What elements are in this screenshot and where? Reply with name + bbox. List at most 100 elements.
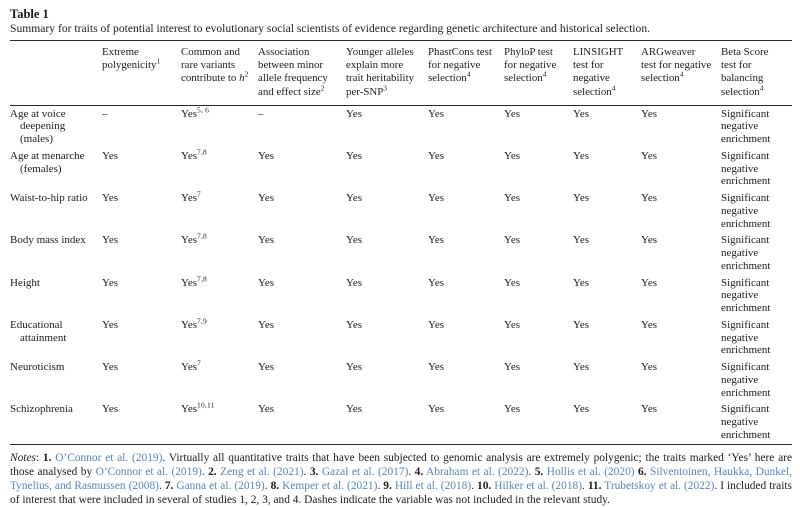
value-cell: Yes [573, 149, 590, 162]
table-row: Body mass index Yes Yes7,8 Yes Yes Yes Yes Yes Y… [10, 232, 792, 274]
value-cell: Yes [102, 234, 119, 247]
value-cell: Yes [573, 234, 590, 247]
value-cell: Yes [641, 107, 658, 120]
footnote-marker: 10,11 [197, 400, 215, 410]
value-cell: Yes10,11 [181, 400, 215, 416]
value-cell: – [102, 107, 108, 120]
citation-link[interactable]: Zeng et al. (2021) [220, 465, 304, 478]
citation-link[interactable]: O’Connor et al. (2019) [55, 451, 163, 464]
value-cell: Yes7,8 [181, 231, 207, 247]
value-cell: Yes [504, 403, 521, 416]
value-cell: Yes [346, 192, 363, 205]
column-header-extreme-polygenicity: Extreme polygenicity1 [102, 40, 181, 106]
traits-evidence-table: Extreme polygenicity1 Common and rare var… [10, 40, 792, 445]
citation-link[interactable]: Hilker et al. (2018) [494, 479, 583, 492]
value-cell: Significant negative enrichment [721, 149, 771, 188]
value-cell: – [258, 107, 264, 120]
value-cell: Yes [428, 107, 445, 120]
table-row: Age at voice deepening (males) – Yes 5, 6 – Y… [10, 105, 792, 148]
table-row: Waist-to-hip ratio Yes Yes7 Yes Yes Yes Yes Yes… [10, 190, 792, 232]
value-cell: Yes [258, 234, 275, 247]
footnote-marker: 7,9 [197, 316, 207, 326]
note-number: 1. [42, 451, 52, 464]
value-cell: Yes [102, 318, 119, 331]
trait-name: Age at voice deepening (males) [10, 107, 66, 146]
table-body: Age at voice deepening (males) – Yes 5, 6 – Y… [10, 105, 792, 444]
value-cell: Yes [504, 361, 521, 374]
citation-link[interactable]: Hill et al. (2018) [394, 479, 472, 492]
note-number: 7. [164, 479, 174, 492]
table-row: Neuroticism Yes Yes7 Yes Yes Yes Yes Yes Yes Sign… [10, 359, 792, 401]
note-number: 4. [414, 465, 424, 478]
value-cell: Yes [258, 276, 275, 289]
footnote-marker: 7 [197, 189, 201, 199]
footnote-marker: 4 [679, 69, 684, 79]
citation-link[interactable]: Abraham et al. (2022) [426, 465, 529, 478]
footnote-marker: 7 [197, 358, 201, 368]
value-cell: Yes [641, 234, 658, 247]
value-cell: Yes [346, 403, 363, 416]
value-cell: Yes7,8 [181, 273, 207, 289]
note-number: 11. [587, 479, 602, 492]
table-row: Age at menarche (females) Yes Yes7,8 Yes Yes… [10, 148, 792, 190]
trait-name: Height [10, 276, 40, 289]
value-cell: Yes [102, 149, 119, 162]
note-number: 8. [270, 479, 280, 492]
footnote-marker: 3 [383, 82, 388, 92]
value-cell: Yes [346, 149, 363, 162]
value-cell: Yes [504, 318, 521, 331]
value-cell: Yes [258, 361, 275, 374]
value-cell: Yes [428, 149, 445, 162]
footnote-marker: 1 [156, 56, 161, 66]
value-cell: Yes [428, 234, 445, 247]
value-cell: Yes [641, 276, 658, 289]
trait-name: Waist-to-hip ratio [10, 192, 88, 205]
citation-link[interactable]: Hollis et al. (2020) [546, 465, 635, 478]
footnote-marker: 7,8 [197, 147, 207, 157]
value-cell: Significant negative enrichment [721, 276, 771, 315]
note-number: 3. [309, 465, 319, 478]
table-label: Table 1 [10, 7, 49, 21]
trait-name: Schizophrenia [10, 403, 73, 416]
column-header-phastcons: PhastCons test for negative selection4 [428, 40, 504, 106]
column-header-younger-alleles: Younger alleles explain more trait herit… [346, 40, 428, 106]
value-cell: Yes [641, 403, 658, 416]
citation-link[interactable]: Ganna et al. (2019) [176, 479, 265, 492]
table-row: Schizophrenia Yes Yes10,11 Yes Yes Yes Yes Yes Y… [10, 401, 792, 444]
column-header-common-rare-variants: Common and rare variants contribute to h… [181, 40, 258, 106]
note-number: 9. [383, 479, 392, 492]
value-cell: Significant negative enrichment [721, 318, 771, 357]
citation-link[interactable]: Gazal et al. (2017) [321, 465, 409, 478]
table-row: Height Yes Yes7,8 Yes Yes Yes Yes Yes Yes Signifi… [10, 275, 792, 317]
footnote-marker: 5, 6 [197, 104, 210, 114]
note-number: 5. [534, 465, 544, 478]
value-cell: Yes [346, 107, 363, 120]
value-cell: Yes7 [181, 358, 201, 374]
value-cell: Yes [641, 361, 658, 374]
value-cell: Yes [258, 149, 275, 162]
trait-name: Body mass index [10, 234, 86, 247]
value-cell: Yes [258, 403, 275, 416]
table-caption: Summary for traits of potential interest… [10, 22, 651, 36]
table-header: Extreme polygenicity1 Common and rare var… [10, 40, 792, 106]
value-cell: Yes [428, 276, 445, 289]
column-header-phylop: PhyloP test for negative selection4 [504, 40, 573, 106]
value-cell: Yes [504, 192, 521, 205]
footnote-marker: 2 [320, 82, 325, 92]
footnote-marker: 4 [542, 69, 547, 79]
value-cell: Yes [573, 403, 590, 416]
value-cell: Yes [428, 403, 445, 416]
value-cell: Yes [102, 192, 119, 205]
citation-link[interactable]: O’Connor et al. (2019) [95, 465, 202, 478]
value-cell: Yes [641, 192, 658, 205]
value-cell: Yes [641, 149, 658, 162]
value-cell: Yes [573, 318, 590, 331]
footnote-marker: 4 [466, 69, 471, 79]
value-cell: Yes [428, 361, 445, 374]
value-cell: Yes [428, 318, 445, 331]
value-cell: Yes7,9 [181, 316, 207, 331]
citation-link[interactable]: Kemper et al. (2021) [282, 479, 378, 492]
citation-link[interactable]: Trubetskoy et al. (2022) [604, 479, 715, 492]
table-row: Educational attainment Yes Yes7,9 Yes Yes Yes… [10, 317, 792, 359]
